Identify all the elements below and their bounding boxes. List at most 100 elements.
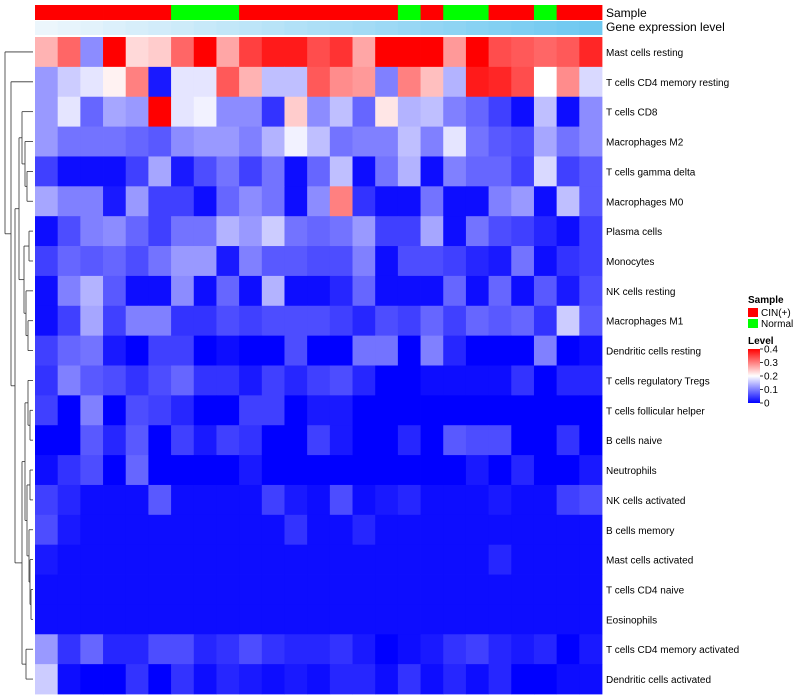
heatmap-cell	[148, 664, 172, 695]
heatmap-cell	[284, 96, 308, 127]
level-track-cell	[465, 21, 489, 35]
heatmap-cell	[148, 126, 172, 157]
heatmap-cell	[397, 96, 421, 127]
heatmap-cell	[443, 156, 467, 187]
heatmap-cell	[556, 604, 580, 635]
heatmap-cell	[579, 156, 603, 187]
heatmap-cell	[533, 126, 558, 157]
heatmap-cell	[171, 66, 195, 98]
heatmap-cell	[307, 604, 331, 635]
level-track-cell	[193, 21, 217, 35]
heatmap-cell	[465, 335, 489, 366]
heatmap-cell	[171, 604, 195, 635]
heatmap-cell	[57, 186, 81, 217]
heatmap-cell	[148, 455, 172, 486]
heatmap-cell	[307, 455, 331, 486]
heatmap-cell	[261, 126, 285, 157]
heatmap-cell	[397, 514, 421, 546]
heatmap-cell	[329, 604, 353, 635]
heatmap-cell	[261, 246, 285, 277]
heatmap-cell	[465, 37, 489, 68]
heatmap-cell	[216, 305, 240, 337]
heatmap-cell	[397, 246, 421, 277]
heatmap-cell	[329, 275, 353, 307]
level-track-cell	[125, 21, 149, 35]
heatmap-cell	[57, 395, 81, 426]
heatmap-cell	[420, 365, 444, 396]
sample-track-cell	[329, 5, 353, 20]
heatmap-cell	[148, 544, 172, 575]
heatmap-cell	[193, 156, 217, 187]
heatmap-cell	[488, 544, 512, 575]
heatmap-cell	[533, 66, 558, 98]
heatmap-cell	[329, 425, 353, 456]
gene-expression-level-track-label: Gene expression level	[606, 20, 725, 34]
sample-track-cell	[216, 5, 240, 20]
heatmap-cell	[103, 604, 127, 635]
level-track-cell	[239, 21, 263, 35]
heatmap-cell	[352, 514, 376, 546]
heatmap-cell	[579, 514, 603, 546]
heatmap-cell	[125, 395, 149, 426]
sample-track-cell	[80, 5, 104, 20]
heatmap-cell	[375, 96, 399, 127]
heatmap-cell	[307, 186, 331, 217]
heatmap-cell	[239, 305, 263, 337]
heatmap-cell	[465, 216, 489, 247]
heatmap-cell	[533, 395, 558, 426]
heatmap-cell	[329, 395, 353, 426]
heatmap-cell	[533, 186, 558, 217]
heatmap-cell	[57, 156, 81, 187]
heatmap-cell	[511, 96, 535, 127]
heatmap-cell	[533, 365, 558, 396]
heatmap-cell	[420, 66, 444, 98]
heatmap-cell	[375, 544, 399, 575]
heatmap-cell	[284, 544, 308, 575]
heatmap-cell	[511, 305, 535, 337]
heatmap-cell	[375, 156, 399, 187]
heatmap-cell	[443, 186, 467, 217]
heatmap-cell	[488, 246, 512, 277]
heatmap-cell	[579, 246, 603, 277]
heatmap-cell	[556, 455, 580, 486]
heatmap-cell	[329, 37, 353, 68]
sample-track-cell	[511, 5, 535, 20]
heatmap-cell	[397, 664, 421, 695]
heatmap-cell	[103, 305, 127, 337]
heatmap-cell	[261, 216, 285, 247]
heatmap-cell	[375, 37, 399, 68]
heatmap-cell	[307, 37, 331, 68]
heatmap-cell	[352, 66, 376, 98]
heatmap-cell	[193, 604, 217, 635]
heatmap-cell	[148, 634, 172, 665]
heatmap-cell	[579, 186, 603, 217]
heatmap-cell	[193, 275, 217, 307]
heatmap-cell	[533, 604, 558, 635]
heatmap-cell	[103, 246, 127, 277]
heatmap-cell	[579, 395, 603, 426]
heatmap-cell	[148, 514, 172, 546]
level-track-cell	[148, 21, 172, 35]
heatmap-cell	[511, 484, 535, 516]
heatmap-cell	[216, 156, 240, 187]
heatmap-cell	[284, 156, 308, 187]
heatmap-cell	[35, 425, 59, 456]
heatmap-cell	[148, 335, 172, 366]
heatmap-cell	[307, 66, 331, 98]
heatmap-cell	[397, 186, 421, 217]
heatmap-cell	[443, 395, 467, 426]
heatmap-cell	[193, 514, 217, 546]
heatmap-cell	[579, 37, 603, 68]
heatmap-cell	[397, 156, 421, 187]
heatmap-cell	[80, 66, 104, 98]
heatmap-cell	[103, 37, 127, 68]
row-label: Mast cells activated	[606, 556, 693, 567]
row-label: Macrophages M2	[606, 138, 684, 149]
heatmap-cell	[397, 275, 421, 307]
heatmap-cells	[35, 37, 603, 695]
heatmap-cell	[103, 216, 127, 247]
heatmap-cell	[329, 544, 353, 575]
heatmap-cell	[284, 395, 308, 426]
heatmap-cell	[556, 156, 580, 187]
heatmap-cell	[465, 365, 489, 396]
